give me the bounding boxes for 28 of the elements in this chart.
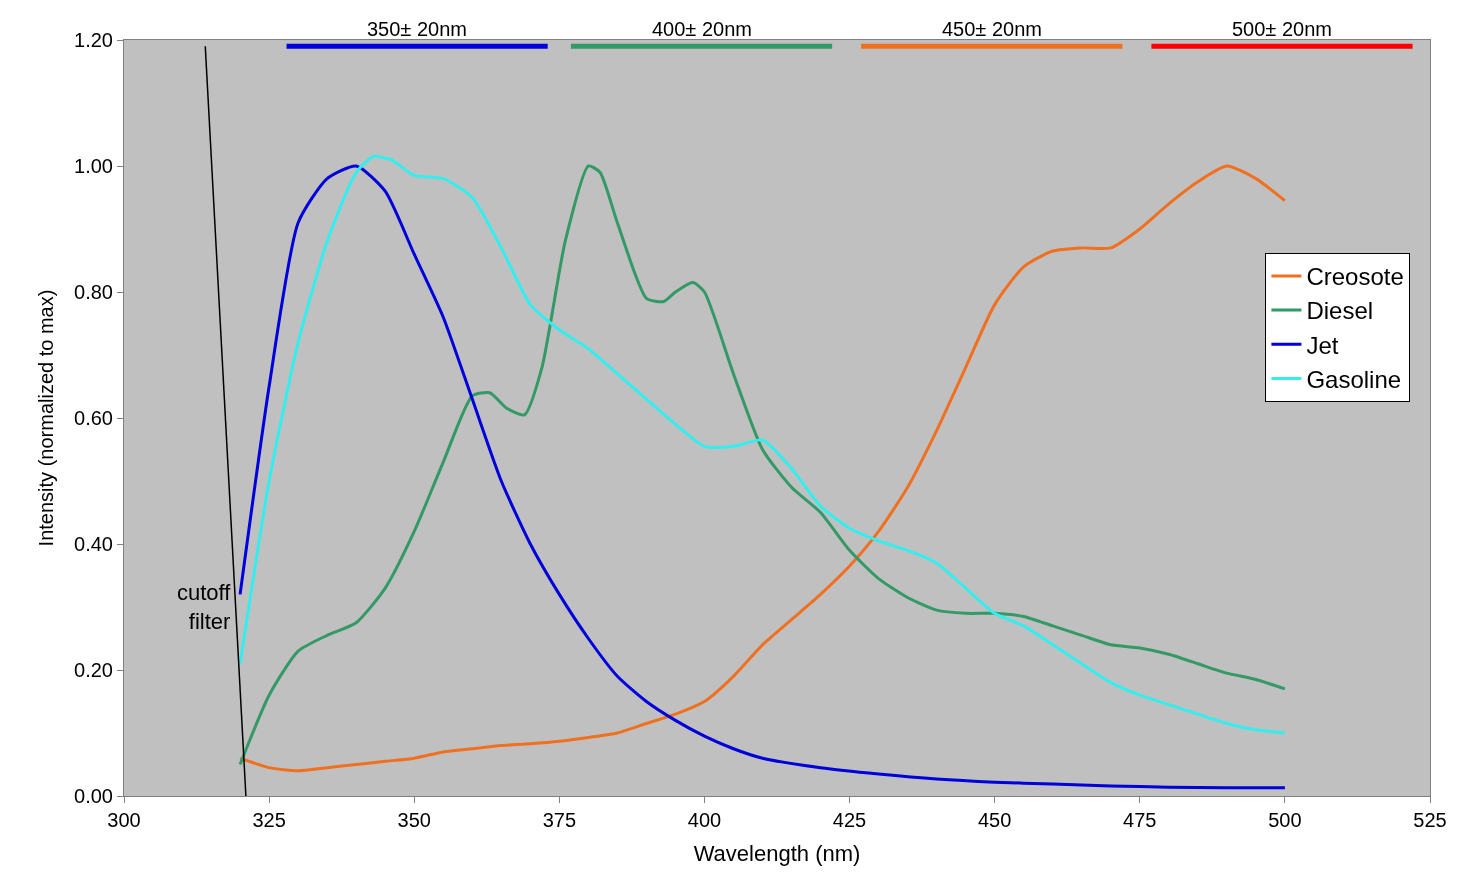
y-tick-label: 0.00	[74, 785, 113, 807]
x-tick-label: 375	[542, 809, 577, 831]
x-tick-label: 425	[832, 809, 867, 831]
legend-label: Creosote	[1306, 263, 1404, 291]
x-tick-label: 300	[107, 809, 141, 831]
y-tick-label: 1.20	[74, 29, 113, 51]
y-tick-label: 0.40	[74, 533, 113, 555]
legend-label: Diesel	[1306, 297, 1374, 325]
legend-label: Jet	[1306, 331, 1339, 359]
x-tick-label: 525	[1413, 809, 1447, 831]
x-axis-title: Wavelength (nm)	[693, 840, 861, 866]
legend-label: Gasoline	[1306, 365, 1402, 393]
y-tick-label: 0.20	[74, 659, 113, 681]
y-axis-title: Intensity (normalized to max)	[34, 289, 57, 547]
annotation: 350± 20nm	[367, 18, 467, 40]
x-tick-label: 350	[397, 809, 431, 831]
x-tick-label: 325	[252, 809, 286, 831]
y-tick-label: 0.80	[74, 281, 113, 303]
y-tick-label: 1.00	[74, 155, 113, 177]
x-tick-label: 475	[1123, 809, 1157, 831]
annotation: 400± 20nm	[652, 18, 752, 40]
annotation: 450± 20nm	[942, 18, 1042, 40]
x-tick-label: 400	[687, 809, 722, 831]
annotation: 500± 20nm	[1232, 18, 1332, 40]
annotation: cutoff filter	[177, 580, 232, 634]
x-tick-label: 500	[1268, 809, 1302, 831]
x-tick-label: 450	[977, 809, 1012, 831]
y-tick-label: 0.60	[74, 407, 113, 429]
